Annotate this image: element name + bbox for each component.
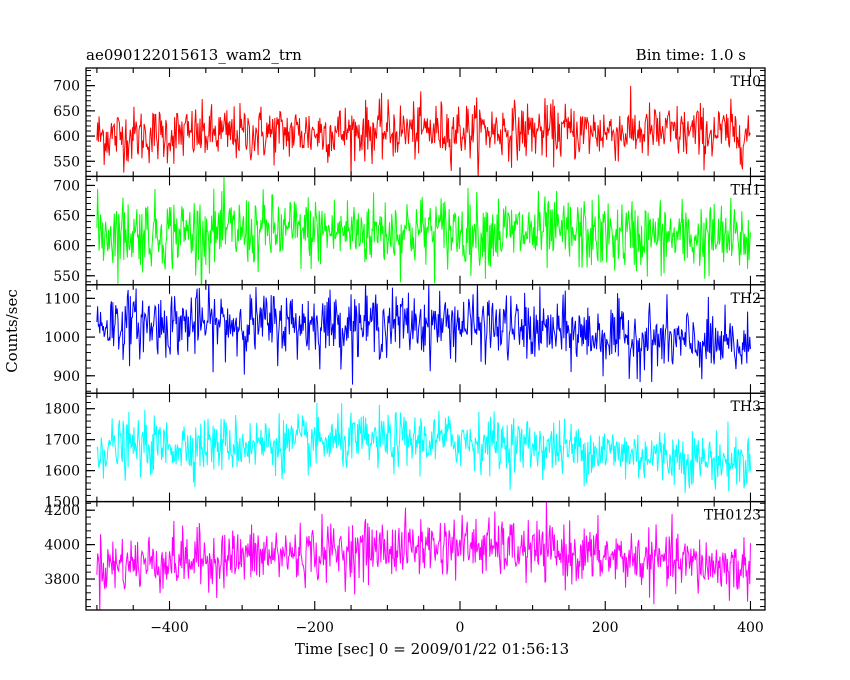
panel-label-th1: TH1 (731, 182, 761, 198)
x-tick-label: 400 (737, 620, 764, 636)
panel-label-th0123: TH0123 (704, 508, 761, 524)
panel-th0123: 3800 4000 4200 TH0123 (44, 500, 766, 611)
series-line-th0 (96, 85, 751, 177)
y-tick-label: 1100 (44, 291, 80, 307)
y-tick-label: 1600 (44, 464, 80, 480)
y-tick-label: 650 (53, 209, 80, 225)
panel-th0: 550 600 650 700 TH0 (53, 67, 766, 178)
y-tick-label: 550 (53, 269, 80, 285)
chart-title: ae090122015613_wam2_trn (86, 46, 302, 64)
y-tick-label: 4200 (44, 503, 80, 519)
x-axis-label: Time [sec] 0 = 2009/01/22 01:56:13 (295, 640, 569, 658)
y-tick-label: 1800 (44, 402, 80, 418)
y-axis-label: Counts/sec (3, 289, 21, 373)
y-tick-label: 550 (53, 154, 80, 170)
series-line-th1 (96, 176, 751, 285)
y-tick-label: 1700 (44, 433, 80, 449)
y-tick-label: 1000 (44, 330, 80, 346)
y-tick-label: 600 (53, 239, 80, 255)
panels-group: 550 600 650 700 TH0 550 600 650 700 TH1 900 1000 110… (44, 67, 766, 636)
panel-frame (85, 500, 766, 611)
y-tick-label: 4000 (44, 538, 80, 554)
panel-label-th3: TH3 (731, 399, 761, 415)
panel-label-th2: TH2 (731, 291, 761, 307)
x-tick-label: −400 (150, 620, 188, 636)
y-tick-label: 900 (53, 369, 80, 385)
y-tick-label: 3800 (44, 572, 80, 588)
y-tick-label: 1500 (44, 495, 80, 511)
series-line-th0123 (96, 501, 751, 611)
panel-th3: 1500 1600 1700 1800 TH3 (44, 392, 766, 511)
bin-time-label: Bin time: 1.0 s (636, 46, 746, 64)
panel-label-th0: TH0 (731, 74, 761, 90)
panel-th2: 900 1000 1100 TH2 (44, 284, 766, 394)
y-tick-label: 650 (53, 104, 80, 120)
x-tick-label: −200 (296, 620, 334, 636)
y-tick-label: 700 (53, 79, 80, 95)
x-tick-label: 200 (592, 620, 619, 636)
y-tick-label: 700 (53, 178, 80, 194)
x-tick-label: 0 (456, 620, 465, 636)
series-line-th2 (96, 284, 751, 385)
series-line-th3 (96, 402, 751, 494)
y-tick-label: 600 (53, 129, 80, 145)
